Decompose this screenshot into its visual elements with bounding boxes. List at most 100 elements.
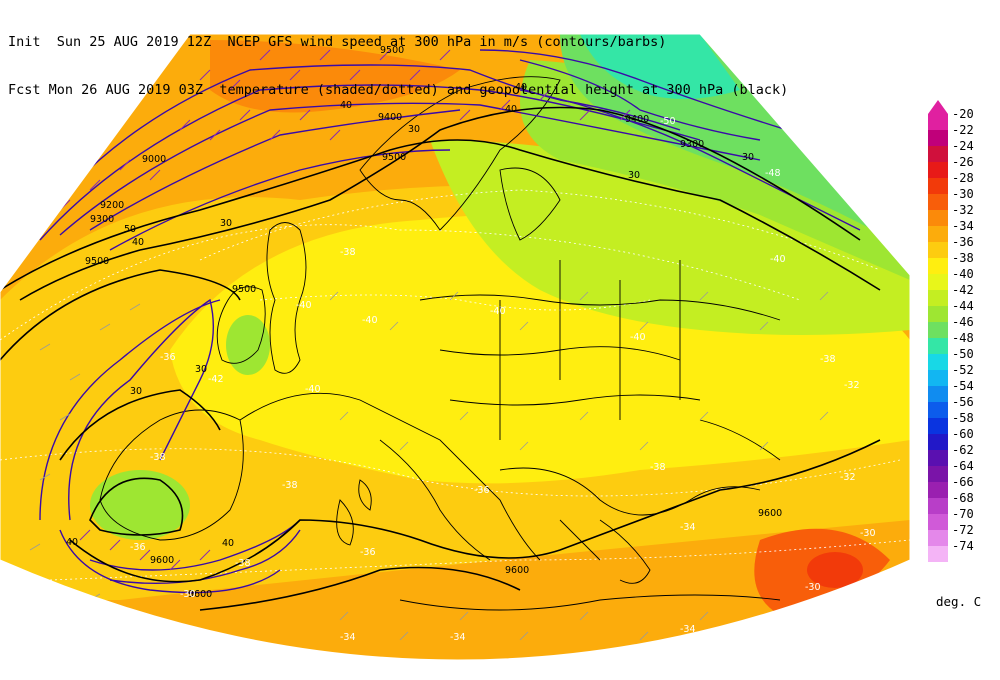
wind-label: 40 [505,104,517,115]
forecast-time-line: Fcst Mon 26 AUG 2019 03Z temperature (sh… [8,82,789,98]
temperature-label: -42 [208,374,224,385]
legend-swatch [928,482,948,498]
legend-swatch [928,178,948,194]
legend-swatch [928,306,948,322]
legend-label: -26 [952,155,974,169]
legend-swatch [928,546,948,562]
wind-label: 40 [340,100,352,111]
legend-swatch [928,226,948,242]
legend-swatch [928,402,948,418]
legend-swatch [928,450,948,466]
legend-swatch [928,290,948,306]
legend-label: -70 [952,507,974,521]
legend-swatch [928,530,948,546]
height-label: 9300 [90,214,114,225]
legend-label: -62 [952,443,974,457]
legend-label: -44 [952,299,974,313]
temperature-label: -36 [474,485,490,496]
legend-label: -42 [952,283,974,297]
temperature-label: -36 [130,542,146,553]
height-label: 9500 [380,45,404,56]
legend-swatch [928,242,948,258]
legend-swatch [928,338,948,354]
legend-label: -28 [952,171,974,185]
legend-label: -38 [952,251,974,265]
temperature-label: -40 [296,300,312,311]
legend-label: -68 [952,491,974,505]
height-label: 9300 [680,139,704,150]
strong-wind-barbs [59,49,631,571]
legend-swatch [928,162,948,178]
height-label: 9600 [758,508,782,519]
legend-swatch [928,322,948,338]
legend-label: -54 [952,379,974,393]
height-label: 9200 [100,200,124,211]
legend-label: -34 [952,219,974,233]
legend-swatch [928,498,948,514]
legend-swatch [928,514,948,530]
temperature-label: -40 [490,306,506,317]
temperature-label: -34 [450,632,466,643]
temperature-label: -30 [860,528,876,539]
legend-swatch [928,210,948,226]
legend-swatch [928,274,948,290]
cold-pocket-ireland [226,315,270,375]
temperature-label: -38 [235,558,251,569]
height-label: 9500 [85,256,109,267]
legend-label: -60 [952,427,974,441]
legend-label: -20 [952,107,974,121]
temperature-label: -40 [305,384,321,395]
legend-label: -50 [952,347,974,361]
height-contours [0,106,881,611]
height-label: 9600 [505,565,529,576]
temperature-field-48 [580,34,740,99]
temperature-label: -40 [770,254,786,265]
init-time-line: Init Sun 25 AUG 2019 12Z NCEP GFS wind s… [8,34,667,50]
temperature-label: -38 [282,480,298,491]
wind-label: 30 [742,152,754,163]
legend-label: -30 [952,187,974,201]
legend-unit-label: deg. C [936,594,982,609]
temperature-label: -30 [180,589,196,600]
temperature-label: -34 [680,624,696,635]
temperature-field-42 [430,140,910,335]
legend-swatch [928,354,948,370]
height-label: 9400 [378,112,402,123]
temperature-label: -38 [340,247,356,258]
coastlines [99,76,781,611]
legend-swatch [928,370,948,386]
wind-label: 40 [222,538,234,549]
wind-label: 30 [220,218,232,229]
temperature-label: -36 [360,547,376,558]
legend-label: -40 [952,267,974,281]
wind-label: 40 [515,82,527,93]
wind-label: 50 [124,224,136,235]
legend-label: -58 [952,411,974,425]
temperature-label: -34 [340,632,356,643]
legend-label: -56 [952,395,974,409]
temperature-label: -36 [160,352,176,363]
height-label: 9500 [382,152,406,163]
temperature-field-32 [210,40,460,113]
temperature-label: -38 [820,354,836,365]
wind-label: 40 [132,237,144,248]
legend-label: -24 [952,139,974,153]
temperature-label: -38 [150,452,166,463]
temperature-label: -30 [805,582,821,593]
temperature-label: -48 [765,168,781,179]
legend-swatch [928,434,948,450]
legend-swatch [928,146,948,162]
height-label: 9000 [142,154,166,165]
legend-label: -32 [952,203,974,217]
wind-label: 30 [408,124,420,135]
temperature-label: -50 [660,116,676,127]
temperature-label: -40 [630,332,646,343]
height-label: 9600 [188,589,212,600]
temperature-label: -32 [844,380,860,391]
height-label: 9400 [625,114,649,125]
legend-label: -46 [952,315,974,329]
map-border [0,33,911,661]
wind-label: 40 [66,537,78,548]
legend-label: -48 [952,331,974,345]
